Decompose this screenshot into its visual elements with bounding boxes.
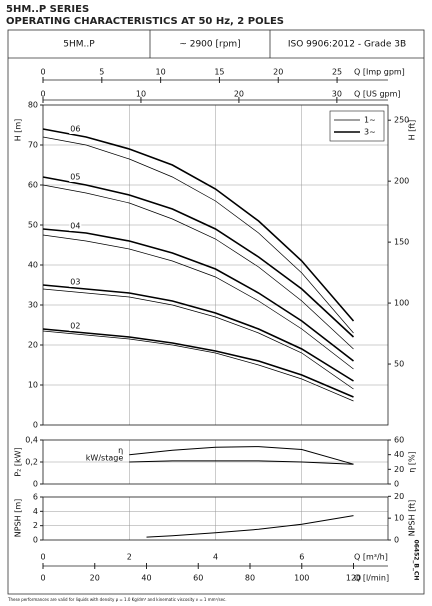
curve-label-bg (69, 124, 82, 134)
legend-label: 1~ (364, 116, 376, 125)
y2-axis-label: NPSH [ft] (408, 500, 417, 537)
y2-tick-label: 20 (394, 465, 404, 474)
y-tick-label: 10 (28, 381, 38, 390)
y-tick-label: 20 (28, 341, 38, 350)
frame (7, 29, 425, 595)
y-axis-label: P₂ [kW] (14, 447, 23, 476)
y-tick-label: 6 (33, 493, 38, 502)
footnote: These performances are valid for liquids… (7, 597, 227, 602)
curve-label: 04 (70, 222, 80, 231)
y-tick-label: 30 (28, 301, 38, 310)
curve (42, 330, 354, 402)
x2-tick-label: 80 (245, 574, 255, 583)
curve (42, 228, 354, 362)
x2-axis-label: Q [US gpm] (354, 90, 401, 99)
y-axis-label: NPSH [m] (14, 499, 23, 537)
y-tick-label: 2 (33, 521, 38, 530)
y2-tick-label: 60 (394, 436, 404, 445)
y-tick-label: 70 (28, 141, 38, 150)
curve (129, 446, 354, 465)
y-tick-label: 50 (28, 221, 38, 230)
curve-label-bg (69, 277, 82, 287)
x2-tick-label: 20 (273, 68, 283, 77)
y-tick-label: 0 (33, 480, 38, 489)
drawing-code: 06452_B_CH (413, 540, 420, 581)
y-tick-label: 40 (28, 261, 38, 270)
x2-tick-label: 10 (156, 68, 166, 77)
curve-label: η (118, 446, 123, 455)
x2-tick-label: 40 (141, 574, 151, 583)
title: 5HM..P SERIES (6, 4, 89, 15)
y2-tick-label: 20 (394, 492, 404, 501)
x-tick-label: 6 (299, 553, 304, 562)
curve-label-bg (69, 172, 82, 182)
curve-label-bg (69, 321, 82, 331)
y2-tick-label: 250 (394, 116, 409, 125)
x2-tick-label: 10 (136, 90, 146, 99)
subtitle: OPERATING CHARACTERISTICS AT 50 Hz, 2 PO… (6, 16, 284, 27)
curve (42, 176, 355, 338)
curve (42, 234, 354, 370)
curve (129, 460, 354, 465)
curve-label: 03 (70, 278, 80, 287)
x-axis-label: Q [m³/h] (354, 553, 388, 562)
y2-tick-label: 40 (394, 450, 404, 459)
y-tick-label: 4 (33, 507, 38, 516)
y2-tick-label: 200 (394, 177, 409, 186)
y-tick-label: 0,4 (25, 436, 38, 445)
y2-tick-label: 10 (394, 514, 404, 523)
y-tick-label: 0 (33, 421, 38, 430)
x2-tick-label: 120 (346, 574, 361, 583)
curve (42, 136, 354, 334)
y-tick-label: 80 (28, 101, 38, 110)
header-cell: ISO 9906:2012 - Grade 3B (288, 40, 406, 50)
x-tick-label: 0 (40, 553, 45, 562)
y-axis-label: H [m] (14, 119, 23, 142)
x-tick-label: 4 (213, 553, 218, 562)
curve (42, 284, 354, 382)
x2-tick-label: 30 (332, 90, 342, 99)
x2-tick-label: 5 (99, 68, 104, 77)
x2-tick-label: 20 (234, 90, 244, 99)
legend-box (329, 110, 385, 142)
y2-tick-label: 50 (394, 360, 404, 369)
curve-label: 05 (70, 173, 80, 182)
x2-tick-label: 0 (40, 574, 45, 583)
x-tick-label: 2 (127, 553, 132, 562)
x2-tick-label: 60 (193, 574, 203, 583)
x2-tick-label: 100 (294, 574, 309, 583)
curve-label-bg (69, 221, 82, 231)
x2-tick-label: 20 (90, 574, 100, 583)
y2-tick-label: 150 (394, 238, 409, 247)
y-tick-label: 60 (28, 181, 38, 190)
curve (42, 288, 354, 390)
x2-axis-label: Q [l/min] (354, 574, 389, 583)
x2-axis-label: Q [Imp gpm] (354, 68, 405, 77)
curve (42, 184, 354, 350)
y2-tick-label: 0 (394, 536, 399, 545)
curve (42, 128, 355, 322)
legend-label: 3~ (364, 128, 376, 137)
x2-tick-label: 15 (214, 68, 224, 77)
curve-label: 02 (70, 322, 80, 331)
y2-tick-label: 0 (394, 480, 399, 489)
x2-tick-label: 0 (40, 90, 45, 99)
curve (146, 515, 354, 538)
header-cell: ~ 2900 [rpm] (179, 40, 240, 50)
y-tick-label: 0,2 (25, 458, 38, 467)
curve (42, 328, 354, 398)
y2-axis-label: η [%] (408, 451, 417, 472)
y2-axis-label: H [ft] (408, 120, 417, 141)
x2-tick-label: 25 (332, 68, 342, 77)
x2-tick-label: 0 (40, 68, 45, 77)
y-tick-label: 0 (33, 536, 38, 545)
y2-tick-label: 100 (394, 299, 409, 308)
curve-label: kW/stage (86, 454, 124, 463)
header-cell: 5HM..P (63, 40, 95, 50)
curve-label: 06 (70, 125, 80, 134)
